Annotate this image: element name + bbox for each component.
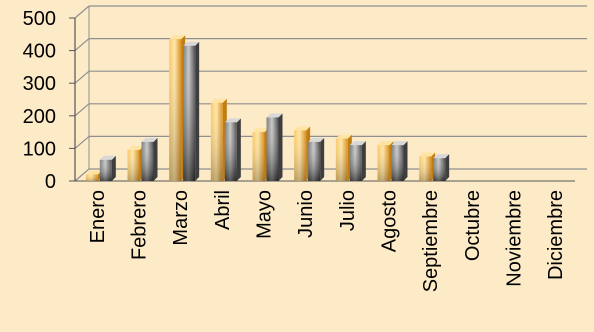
x-tick-label: Julio	[337, 190, 359, 231]
bar-shade	[294, 130, 307, 181]
y-tick-label: 100	[23, 138, 56, 160]
bar-side	[445, 154, 450, 181]
x-tick-label: Febrero	[129, 190, 151, 260]
bar	[224, 118, 241, 181]
y-tick-labels: 0 100 200 300 400 500	[23, 8, 56, 193]
bar-side	[195, 41, 200, 182]
bar	[377, 141, 394, 181]
bar-shade	[252, 132, 265, 181]
x-tick-label: Junio	[295, 190, 317, 238]
bar	[419, 152, 436, 181]
y-tick-label: 200	[23, 106, 56, 128]
bar-top	[294, 126, 311, 131]
bar-top	[169, 35, 186, 40]
bar-top	[349, 141, 366, 146]
bar	[294, 126, 311, 181]
bar-shade	[127, 150, 140, 181]
bar	[127, 146, 144, 181]
gridline-side	[74, 168, 90, 182]
bar	[85, 170, 102, 181]
bar-shade	[335, 138, 348, 181]
bar-top	[99, 155, 116, 160]
bar-top	[252, 128, 269, 133]
bar	[433, 154, 450, 181]
bar-top	[127, 146, 144, 151]
bar	[210, 98, 227, 181]
x-tick-labels: Enero Febrero Marzo Abril Mayo Junio Julio Agos…	[87, 190, 567, 292]
bar-shade	[141, 141, 154, 181]
bars	[85, 35, 450, 182]
bar-top	[266, 113, 283, 118]
x-tick-label: Marzo	[170, 190, 192, 246]
x-tick-label: Abril	[212, 190, 234, 230]
y-tick-label: 500	[23, 8, 56, 30]
bar-side	[111, 155, 116, 181]
bar	[266, 113, 283, 181]
y-tick-label: 0	[45, 171, 56, 193]
bar	[308, 137, 325, 181]
x-tick-label: Septiembre	[420, 190, 442, 292]
gridline-side	[74, 5, 90, 19]
bar-shade	[377, 145, 390, 181]
x-tick-label: Mayo	[254, 190, 276, 239]
bar-shade	[308, 141, 321, 181]
bar-shade	[433, 158, 446, 181]
bar	[183, 41, 200, 182]
bar-top	[377, 141, 394, 146]
bar-shade	[266, 117, 279, 181]
bar	[335, 134, 352, 181]
bar-top	[85, 170, 102, 175]
bar-shade	[183, 45, 196, 182]
gridline-side	[74, 103, 90, 117]
bar-top	[224, 118, 241, 123]
bar-side	[236, 118, 241, 181]
y-tick-label: 300	[23, 73, 56, 95]
bar-top	[141, 137, 158, 142]
y-tick-label: 400	[23, 41, 56, 63]
bar	[99, 155, 116, 181]
bar	[169, 35, 186, 181]
bar	[349, 141, 366, 181]
bar-shade	[419, 156, 432, 181]
bar-shade	[169, 39, 182, 181]
bar-top	[433, 154, 450, 159]
bar-shade	[391, 145, 404, 181]
bar	[141, 137, 158, 181]
bar-top	[183, 41, 200, 46]
gridline-side	[74, 38, 90, 52]
axes	[69, 6, 575, 182]
bar-shade	[210, 102, 223, 181]
bar	[391, 141, 408, 181]
bar	[252, 128, 269, 181]
bar-shade	[85, 174, 98, 181]
gridline-side	[74, 70, 90, 84]
x-tick-label: Enero	[87, 190, 109, 243]
bar-top	[210, 98, 227, 103]
bar-top	[335, 134, 352, 139]
bar-side	[320, 137, 325, 181]
bar-side	[153, 137, 158, 181]
bar-shade	[224, 122, 237, 181]
bar-shade	[99, 159, 112, 181]
bar-top	[391, 141, 408, 146]
x-tick-label: Octubre	[462, 190, 484, 261]
bar-side	[361, 141, 366, 181]
x-tick-label: Noviembre	[504, 190, 526, 287]
bar-side	[403, 141, 408, 181]
x-tick-label: Diciembre	[545, 190, 567, 280]
x-tick-label: Agosto	[379, 190, 401, 252]
gridline-side	[74, 135, 90, 149]
bar-shade	[349, 145, 362, 181]
bar-side	[278, 113, 283, 181]
bar-top	[419, 152, 436, 157]
bar-top	[308, 137, 325, 142]
